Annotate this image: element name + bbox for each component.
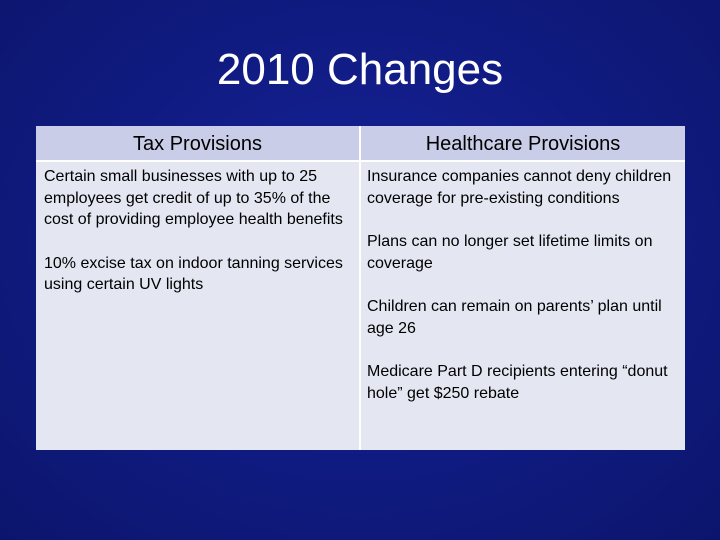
column-divider	[359, 126, 361, 450]
tax-item: 10% excise tax on indoor tanning service…	[44, 254, 343, 294]
tax-provisions-header: Tax Provisions	[133, 133, 262, 155]
healthcare-item: Insurance companies cannot deny children…	[367, 168, 672, 207]
healthcare-provisions-header: Healthcare Provisions	[425, 133, 621, 155]
tax-provisions-cell: Certain small businesses with up to 25 e…	[44, 166, 356, 318]
provisions-table: Tax Provisions Healthcare Provisions Cer…	[36, 126, 685, 450]
slide-title: 2010 Changes	[216, 45, 504, 94]
healthcare-provisions-cell: Insurance companies cannot deny children…	[367, 166, 679, 426]
healthcare-item: Medicare Part D recipients entering “don…	[367, 363, 668, 402]
healthcare-item: Plans can no longer set lifetime limits …	[367, 233, 653, 272]
healthcare-item: Children can remain on parents’ plan unt…	[367, 298, 662, 337]
tax-item: Certain small businesses with up to 25 e…	[44, 168, 343, 228]
